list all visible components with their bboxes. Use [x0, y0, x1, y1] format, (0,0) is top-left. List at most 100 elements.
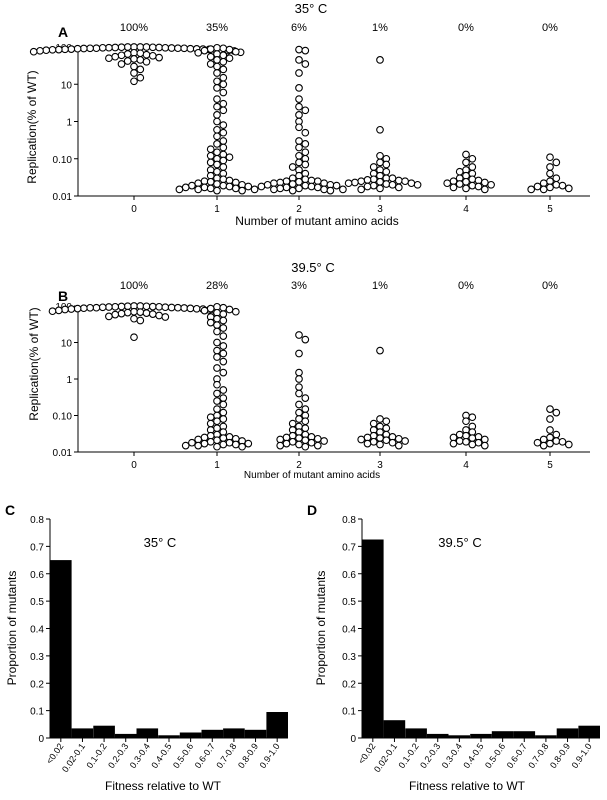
data-point: [130, 333, 138, 342]
data-point: [200, 46, 209, 55]
data-point: [111, 310, 120, 319]
panel-d-plot: 00.10.20.30.40.50.60.70.8<0.020.02-0.10.…: [342, 515, 600, 774]
data-point: [313, 434, 322, 443]
data-point: [301, 128, 310, 137]
data-point: [130, 55, 138, 63]
data-point: [219, 349, 228, 358]
data-point: [219, 415, 228, 423]
panel-c-title: 35° C: [144, 535, 177, 550]
data-point: [295, 158, 303, 167]
data-point: [219, 357, 228, 366]
panel-a-ylabel: Replication(% of WT): [25, 70, 39, 183]
data-point: [219, 143, 228, 152]
data-point: [213, 405, 221, 413]
data-point: [250, 185, 259, 194]
percent-label: 0%: [542, 280, 558, 292]
data-point: [54, 306, 63, 315]
data-point: [382, 436, 391, 445]
data-point: [307, 182, 316, 191]
data-point: [382, 417, 391, 426]
data-point: [117, 302, 126, 311]
data-point: [394, 176, 403, 185]
data-point: [219, 44, 228, 53]
x-tick-label: 0.4-0.5: [149, 741, 173, 770]
data-point: [376, 184, 384, 193]
data-point: [376, 151, 384, 160]
data-point: [181, 441, 190, 450]
x-tick-label: 0.4-0.5: [461, 741, 485, 770]
data-point: [301, 148, 310, 157]
data-point: [301, 417, 310, 426]
data-point: [219, 386, 228, 394]
bar: [405, 728, 427, 738]
data-point: [295, 56, 303, 64]
panel-d-ylabel: Proportion of mutants: [314, 571, 328, 686]
data-point: [376, 177, 384, 186]
data-point: [213, 140, 221, 148]
x-tick-label: 3: [377, 460, 383, 471]
data-point: [282, 183, 291, 192]
x-tick-label: 0.8-0.9: [236, 741, 260, 770]
data-point: [167, 303, 176, 312]
data-point: [468, 154, 477, 163]
bar: [158, 735, 180, 738]
bar: [426, 733, 449, 738]
data-point: [219, 434, 228, 442]
data-point: [301, 46, 310, 55]
x-tick-label: 0.5-0.6: [483, 741, 507, 770]
data-point: [213, 397, 221, 405]
panel-b-title: 39.5° C: [291, 260, 335, 275]
data-point: [213, 436, 221, 445]
bar: [513, 731, 536, 738]
data-point: [194, 179, 203, 188]
data-point: [117, 309, 126, 318]
data-point: [295, 102, 303, 111]
data-point: [558, 181, 567, 190]
data-point: [155, 302, 163, 311]
data-point: [238, 186, 246, 195]
data-point: [546, 169, 554, 178]
data-point: [282, 177, 291, 186]
data-point: [468, 434, 477, 442]
percent-label: 100%: [120, 280, 148, 292]
y-tick-label: 0.2: [30, 679, 44, 690]
data-point: [206, 151, 215, 160]
data-point: [213, 84, 221, 92]
data-point: [219, 303, 228, 312]
data-point: [213, 442, 221, 451]
data-point: [539, 185, 548, 194]
data-point: [244, 182, 253, 191]
x-tick-label: <0.02: [44, 741, 65, 765]
x-tick-label: 3: [377, 204, 383, 215]
data-point: [206, 419, 215, 428]
y-tick-label: 10: [61, 80, 73, 91]
data-point: [394, 434, 403, 443]
panel-a-title: 35° C: [295, 1, 328, 16]
data-point: [206, 45, 215, 53]
bar: [201, 729, 224, 738]
data-point: [462, 437, 470, 446]
data-point: [546, 426, 554, 434]
data-point: [295, 151, 303, 160]
data-point: [219, 175, 228, 184]
y-tick-label: 0.01: [53, 448, 73, 459]
x-tick-label: 0.2-0.3: [418, 741, 442, 770]
data-point: [192, 304, 201, 313]
data-point: [219, 310, 228, 318]
data-point: [344, 179, 353, 188]
data-point: [546, 177, 554, 186]
data-point: [98, 43, 107, 52]
data-point: [407, 179, 416, 188]
data-point: [136, 73, 145, 82]
data-point: [67, 305, 76, 313]
x-tick-label: 0: [131, 204, 137, 215]
data-point: [213, 180, 221, 188]
data-point: [123, 50, 132, 58]
y-tick-label: 0.8: [30, 515, 44, 526]
data-point: [188, 438, 196, 447]
data-point: [282, 439, 291, 448]
x-tick-label: 0.3-0.4: [128, 741, 152, 770]
data-point: [181, 183, 190, 192]
data-point: [206, 52, 215, 61]
